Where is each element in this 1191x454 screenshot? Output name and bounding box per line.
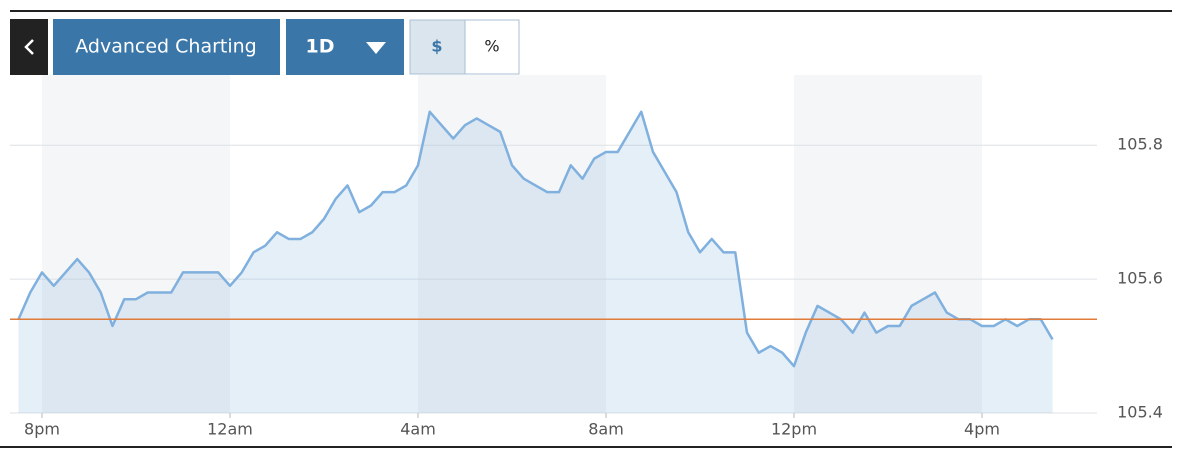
toggle-label: $ [431, 37, 442, 56]
session-band [418, 75, 606, 413]
x-tick-label: 4am [400, 420, 436, 439]
button-label: Advanced Charting [75, 36, 256, 58]
range-dropdown[interactable]: 1D [286, 19, 404, 75]
dollar-toggle[interactable]: $ [409, 19, 466, 75]
y-tick-label: 105.8 [1117, 135, 1163, 154]
toggle-label: % [484, 37, 499, 56]
y-tick-label: 105.6 [1117, 269, 1163, 288]
x-tick-label: 8am [588, 420, 624, 439]
x-tick-label: 12pm [771, 420, 817, 439]
plot-area: 105.4 105.6 105.8 8pm 12am 4am 8am 12pm 4pm [10, 75, 1163, 439]
x-tick-label: 8pm [24, 420, 60, 439]
area [18, 111, 1053, 413]
session-band [794, 75, 982, 413]
y-tick-label: 105.4 [1117, 403, 1163, 422]
percent-toggle[interactable]: % [464, 19, 520, 75]
advanced-charting-button[interactable]: Advanced Charting [53, 19, 280, 75]
session-band [42, 75, 230, 413]
x-tick-label: 12am [207, 420, 253, 439]
x-tick-label: 4pm [964, 420, 1000, 439]
back-button[interactable] [10, 19, 48, 75]
line [17, 110, 1054, 368]
range-label: 1D [306, 36, 335, 58]
